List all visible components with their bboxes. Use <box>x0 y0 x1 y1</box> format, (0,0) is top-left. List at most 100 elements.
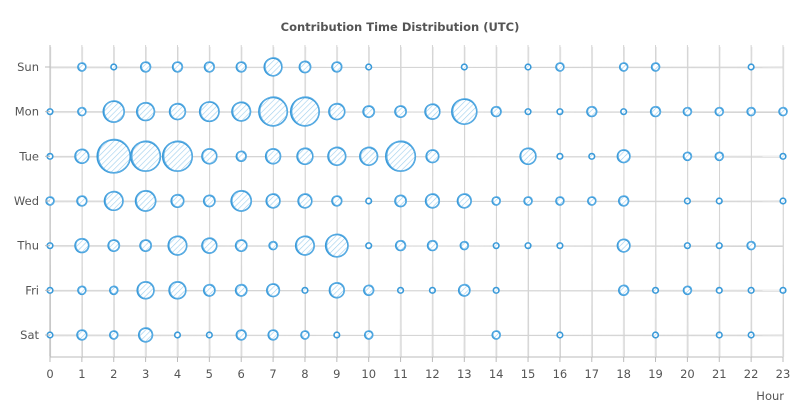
bubble-circle <box>524 242 532 250</box>
bubble-sketch-outline <box>204 283 216 297</box>
x-tick-label: 1 <box>78 367 85 381</box>
bubble-point <box>618 195 630 207</box>
bubble-sketch-outline <box>291 96 320 127</box>
bubble-circle <box>556 331 564 339</box>
bubble-sketch-outline <box>137 101 156 121</box>
bubble-point <box>588 152 596 160</box>
bubble-point <box>134 189 157 212</box>
bubble-point <box>267 329 279 341</box>
bubble-point <box>168 102 187 121</box>
bubble-point <box>77 106 87 117</box>
bubble-sketch-outline <box>326 233 349 258</box>
bubble-sketch-outline <box>427 239 439 251</box>
bubble-point <box>460 63 468 71</box>
bubble-point <box>171 61 184 73</box>
bubble-circle <box>333 331 341 339</box>
bubble-sketch-outline <box>715 151 725 161</box>
bubble-sketch-outline <box>365 330 374 340</box>
bubble-point <box>683 197 691 205</box>
bubble-circle <box>428 286 437 294</box>
bubble-sketch-outline <box>386 140 416 172</box>
bubble-point <box>523 196 533 206</box>
bubble-point <box>682 106 693 117</box>
bubble-sketch-outline <box>77 195 88 206</box>
bubble-sketch-outline <box>168 235 188 256</box>
bubble-circle <box>492 286 500 294</box>
bubble-circle <box>779 286 787 294</box>
bubble-sketch-outline <box>298 193 313 209</box>
bubble-point <box>587 196 597 206</box>
bubble-point <box>556 242 564 250</box>
bubble-sketch-outline <box>105 190 124 211</box>
bubble-point <box>103 190 124 212</box>
bubble-point <box>715 331 723 339</box>
bubble-point <box>555 196 565 206</box>
x-tick-label: 2 <box>110 367 117 381</box>
bubble-point <box>492 242 500 250</box>
bubble-point <box>202 194 216 208</box>
bubble-point <box>365 242 373 250</box>
bubble-sketch-outline <box>524 196 533 206</box>
bubble-sketch-outline <box>329 102 346 120</box>
bubble-point <box>258 96 289 127</box>
bubble-point <box>76 329 88 341</box>
bubble-point <box>650 62 661 72</box>
bubble-point <box>396 286 405 294</box>
bubble-sketch-outline <box>140 239 153 252</box>
bubble-sketch-outline <box>617 238 631 253</box>
bubble-point <box>135 101 156 122</box>
bubble-sketch-outline <box>137 280 155 299</box>
bubble-sketch-outline <box>110 285 119 295</box>
bubble-sketch-outline <box>329 281 345 298</box>
bubble-point <box>102 100 125 123</box>
bubble-sketch-outline <box>108 239 121 252</box>
bubble-sketch-outline <box>460 240 470 250</box>
bubble-point <box>108 330 119 340</box>
bubble-circle <box>651 331 660 339</box>
x-tick-label: 22 <box>744 367 759 381</box>
bubble-sketch-outline <box>200 100 220 122</box>
bubble-circle <box>524 63 532 71</box>
bubble-sketch-outline <box>426 149 440 163</box>
bubble-point <box>778 106 788 117</box>
bubble-circle <box>556 152 564 160</box>
x-tick-label: 20 <box>680 367 695 381</box>
bubble-point <box>108 285 119 296</box>
bubble-point <box>746 240 756 251</box>
bubble-sketch-outline <box>491 105 502 117</box>
bubble-sketch-outline <box>426 193 441 209</box>
x-tick-label: 11 <box>393 367 408 381</box>
bubble-point <box>107 239 121 253</box>
bubble-point <box>363 284 375 296</box>
y-axis-ticks: Sun Mon Tue Wed Thu Fri Sat <box>14 60 50 342</box>
y-tick-label: Sat <box>20 328 39 342</box>
bubble-point <box>328 281 346 299</box>
bubble-point <box>524 63 532 71</box>
bubble-point <box>746 106 756 117</box>
bubble-circle <box>683 242 691 250</box>
bubble-circle <box>556 108 564 116</box>
bubble-circle <box>365 63 373 71</box>
bubble-point <box>715 242 723 250</box>
bubble-point <box>231 101 252 122</box>
bubble-point <box>491 330 502 340</box>
x-tick-label: 9 <box>333 367 340 381</box>
bubble-sketch-outline <box>556 196 565 206</box>
bubble-point <box>324 233 349 258</box>
bubble-sketch-outline <box>103 100 125 123</box>
bubble-point <box>331 195 343 207</box>
bubble-sketch-outline <box>328 146 347 166</box>
bubble-sketch-outline <box>715 106 725 116</box>
x-tick-label: 18 <box>616 367 631 381</box>
bubble-point <box>173 331 182 339</box>
bubble-point <box>136 280 155 300</box>
x-tick-label: 15 <box>521 367 536 381</box>
bubble-point <box>365 197 373 205</box>
bubble-point <box>363 330 374 340</box>
bubble-sketch-outline <box>266 193 281 209</box>
bubble-sketch-outline <box>332 195 343 206</box>
bubble-point <box>747 63 755 71</box>
bubble-sketch-outline <box>296 235 315 256</box>
bubble-sketch-outline <box>268 329 279 340</box>
bubble-circle <box>524 108 532 116</box>
